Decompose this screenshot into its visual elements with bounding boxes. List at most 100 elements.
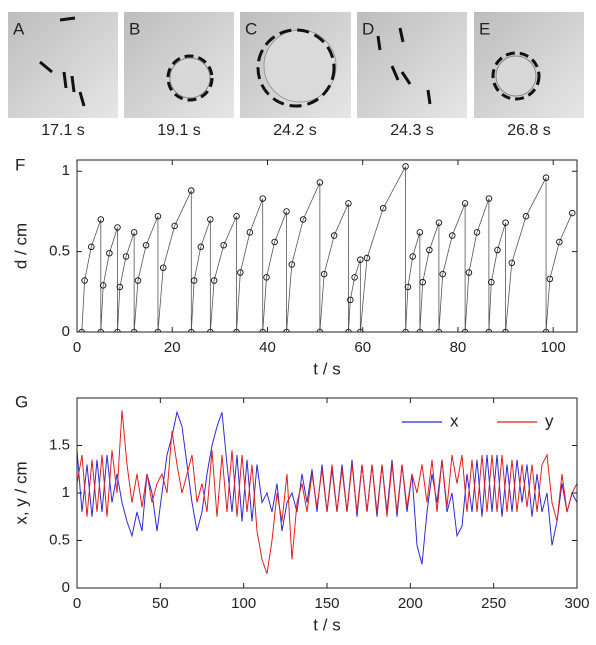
legend-label: x [450, 411, 459, 430]
y-tick-label: 1.5 [49, 436, 70, 453]
photo-image [8, 12, 118, 118]
data-point [271, 238, 278, 246]
data-point [351, 274, 358, 281]
data-point [357, 256, 364, 263]
data-point [237, 269, 244, 276]
data-point [502, 219, 509, 226]
ring [256, 28, 336, 108]
x-tick-label: 200 [398, 595, 423, 612]
photo: B 19.1 s [124, 12, 234, 139]
data-point [288, 261, 296, 268]
droplet [495, 55, 537, 97]
y-axis-label: x, y / cm [11, 461, 30, 524]
data-point [485, 195, 493, 202]
photo: C 24.2 s [240, 12, 351, 139]
series-line [77, 410, 577, 565]
data-point [435, 219, 443, 226]
y-axis-label: d / cm [11, 223, 30, 269]
y-tick-label: 1 [62, 484, 70, 501]
droplet [169, 57, 211, 99]
data-point [130, 328, 138, 332]
data-point [88, 243, 95, 251]
data-point [154, 213, 162, 220]
data-point [494, 246, 501, 254]
data-point [299, 216, 307, 223]
plot-area [77, 410, 577, 574]
ring [491, 51, 541, 101]
legend-label: y [545, 411, 554, 430]
droplets [39, 16, 86, 107]
data-point [263, 274, 270, 281]
data-point [283, 208, 290, 215]
x-tick-label: 100 [541, 339, 566, 356]
panel-label: G [15, 392, 28, 411]
data-point [402, 163, 409, 170]
x-axis-label: t / s [313, 359, 340, 378]
data-point [439, 270, 446, 278]
plot-area [78, 163, 576, 332]
data-point [416, 229, 424, 236]
data-point [207, 328, 214, 332]
series-line [77, 410, 577, 574]
data-point [159, 264, 167, 271]
data-point [210, 277, 218, 284]
droplets [376, 27, 432, 105]
data-point [130, 229, 138, 236]
data-point [542, 328, 550, 332]
data-point [81, 277, 88, 284]
data-point [320, 270, 328, 278]
photo-label: D [362, 19, 374, 38]
data-point [416, 328, 424, 332]
data-point [246, 229, 254, 236]
data-point [114, 224, 121, 231]
photo-label: C [245, 19, 257, 38]
data-point [259, 328, 266, 332]
data-point [404, 283, 412, 291]
data-point [106, 249, 113, 257]
chart: G 0 50 100 150 200 250 300 0 0.5 1 1.5 t / s x, y / c… [11, 392, 589, 634]
data-point [465, 269, 473, 276]
data-point [134, 277, 142, 284]
x-tick-label: 0 [73, 339, 81, 356]
ring [166, 54, 214, 102]
data-point [97, 328, 105, 332]
data-point [363, 254, 371, 262]
data-point [220, 241, 227, 249]
data-point [97, 216, 105, 223]
panel-label: F [15, 155, 25, 174]
data-point [316, 179, 324, 186]
data-point [522, 213, 530, 220]
data-point [556, 238, 563, 246]
photo-row: A 17.1 s B 19.1 s C 24.2 s D 24.3 s [8, 12, 584, 139]
data-point [154, 328, 162, 332]
photo-time: 19.1 s [157, 122, 201, 139]
data-point [435, 328, 443, 332]
data-point [283, 328, 290, 332]
x-tick-label: 100 [231, 595, 256, 612]
x-tick-label: 40 [259, 339, 276, 356]
data-point [171, 222, 178, 230]
y-tick-label: 0.5 [49, 531, 70, 548]
data-point [448, 232, 456, 239]
data-point [488, 278, 495, 286]
x-tick-label: 50 [152, 595, 169, 612]
data-point [207, 216, 214, 223]
data-point [508, 259, 516, 267]
data-point [233, 328, 240, 332]
y-tick-label: 1 [62, 162, 70, 179]
data-point [461, 328, 469, 332]
frame [76, 159, 578, 333]
data-point [345, 200, 352, 207]
data-point [419, 278, 426, 286]
x-axis-label: t / s [313, 615, 340, 634]
x-tick-label: 60 [354, 339, 371, 356]
chart: F 0 20 40 60 80 100 0 0.5 1 t / s d / cm [11, 155, 578, 378]
data-point [259, 195, 266, 202]
data-point [233, 213, 240, 220]
y-tick-label: 0.5 [49, 243, 70, 260]
x-tick-label: 20 [164, 339, 181, 356]
photo-time: 17.1 s [41, 122, 85, 139]
data-point [78, 328, 86, 332]
photo-label: E [479, 19, 490, 38]
